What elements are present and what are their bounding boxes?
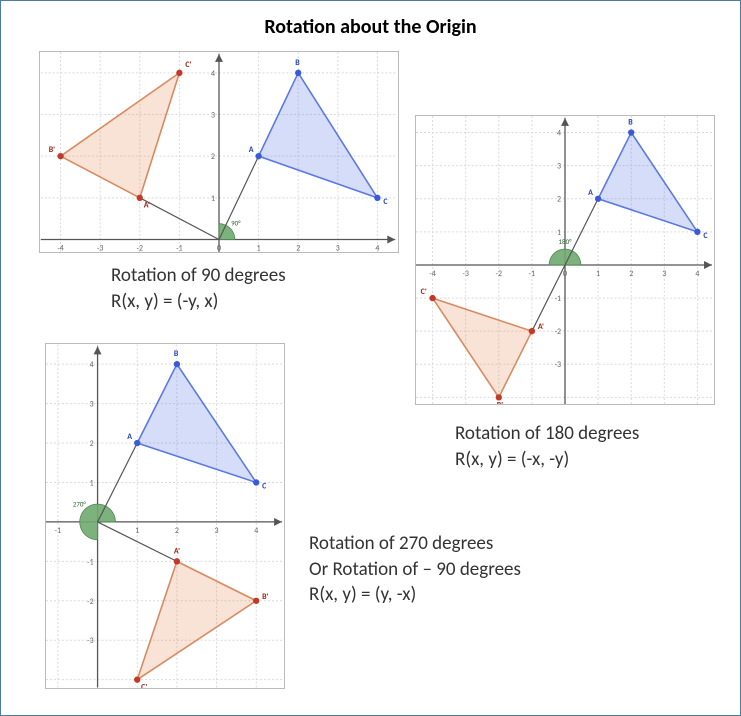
caption-180deg: Rotation of 180 degreesR(x, y) = (-x, -y…	[455, 421, 639, 472]
svg-text:B: B	[628, 118, 633, 128]
svg-text:A: A	[127, 432, 132, 442]
svg-text:4: 4	[375, 243, 379, 253]
svg-text:-3: -3	[97, 243, 103, 253]
svg-text:B: B	[174, 349, 179, 359]
svg-text:0: 0	[563, 269, 567, 279]
svg-text:A': A'	[538, 322, 544, 332]
svg-text:2: 2	[90, 439, 94, 449]
panel-270deg: -11234-3-2-11234270°A'B'C'ABC	[45, 343, 285, 689]
caption-line: R(x, y) = (y, -x)	[309, 582, 521, 608]
caption-line: Rotation of 270 degrees	[309, 531, 521, 557]
svg-text:3: 3	[662, 269, 666, 279]
panel-90deg: -4-3-2-101234123490°A'B'C'ABC	[39, 51, 399, 253]
svg-text:2: 2	[296, 243, 300, 253]
svg-text:3: 3	[211, 110, 215, 120]
svg-text:2: 2	[557, 195, 561, 205]
svg-text:B': B'	[49, 145, 55, 155]
svg-text:A: A	[588, 188, 593, 198]
page-title: Rotation about the Origin	[1, 1, 740, 39]
svg-text:1: 1	[596, 269, 600, 279]
svg-text:4: 4	[90, 360, 94, 370]
caption-line: R(x, y) = (-y, x)	[111, 289, 286, 315]
svg-text:1: 1	[135, 526, 139, 536]
svg-text:C': C'	[141, 683, 147, 689]
svg-text:C': C'	[421, 287, 427, 297]
svg-text:-1: -1	[529, 269, 535, 279]
svg-text:1: 1	[211, 194, 215, 204]
svg-text:-2: -2	[555, 327, 561, 337]
svg-text:2: 2	[175, 526, 179, 536]
svg-text:-2: -2	[496, 269, 502, 279]
svg-text:2: 2	[629, 269, 633, 279]
svg-text:B': B'	[497, 400, 503, 405]
svg-text:3: 3	[557, 162, 561, 172]
svg-text:B: B	[295, 58, 300, 68]
svg-text:180°: 180°	[559, 237, 573, 246]
svg-text:-3: -3	[462, 269, 468, 279]
caption-270deg: Rotation of 270 degreesOr Rotation of – …	[309, 531, 521, 608]
svg-text:1: 1	[257, 243, 261, 253]
caption-line: Rotation of 90 degrees	[111, 263, 286, 289]
svg-text:B': B'	[262, 592, 268, 602]
svg-text:-4: -4	[57, 243, 63, 253]
svg-text:-4: -4	[429, 269, 435, 279]
svg-text:4: 4	[254, 526, 258, 536]
svg-text:4: 4	[695, 269, 699, 279]
svg-text:-3: -3	[555, 360, 561, 370]
svg-text:-1: -1	[176, 243, 182, 253]
svg-text:A': A'	[174, 546, 180, 556]
svg-text:3: 3	[215, 526, 219, 536]
svg-text:C': C'	[185, 60, 191, 70]
caption-line: Or Rotation of – 90 degrees	[309, 557, 521, 583]
caption-line: R(x, y) = (-x, -y)	[455, 447, 639, 473]
svg-text:4: 4	[211, 69, 215, 79]
svg-text:-1: -1	[55, 526, 61, 536]
svg-text:A: A	[249, 145, 254, 155]
panel-180deg: -4-3-2-101234-3-2-11234180°A'B'C'ABC	[415, 115, 715, 405]
svg-text:A': A'	[144, 201, 150, 211]
svg-text:3: 3	[336, 243, 340, 253]
caption-line: Rotation of 180 degrees	[455, 421, 639, 447]
svg-text:1: 1	[90, 478, 94, 488]
svg-text:-2: -2	[137, 243, 143, 253]
svg-text:4: 4	[557, 129, 561, 139]
svg-text:0: 0	[217, 243, 221, 253]
diagram-container: Rotation about the Origin -4 -3 -2 -1 0 1 2 3 4 1…	[0, 0, 741, 716]
svg-text:-2: -2	[87, 597, 93, 607]
caption-90deg: Rotation of 90 degreesR(x, y) = (-y, x)	[111, 263, 286, 314]
svg-text:270°: 270°	[73, 500, 87, 509]
svg-text:-3: -3	[87, 636, 93, 646]
svg-text:90°: 90°	[231, 219, 241, 228]
svg-text:-1: -1	[555, 294, 561, 304]
svg-text:3: 3	[90, 400, 94, 410]
svg-text:-1: -1	[87, 557, 93, 567]
svg-text:2: 2	[211, 152, 215, 162]
